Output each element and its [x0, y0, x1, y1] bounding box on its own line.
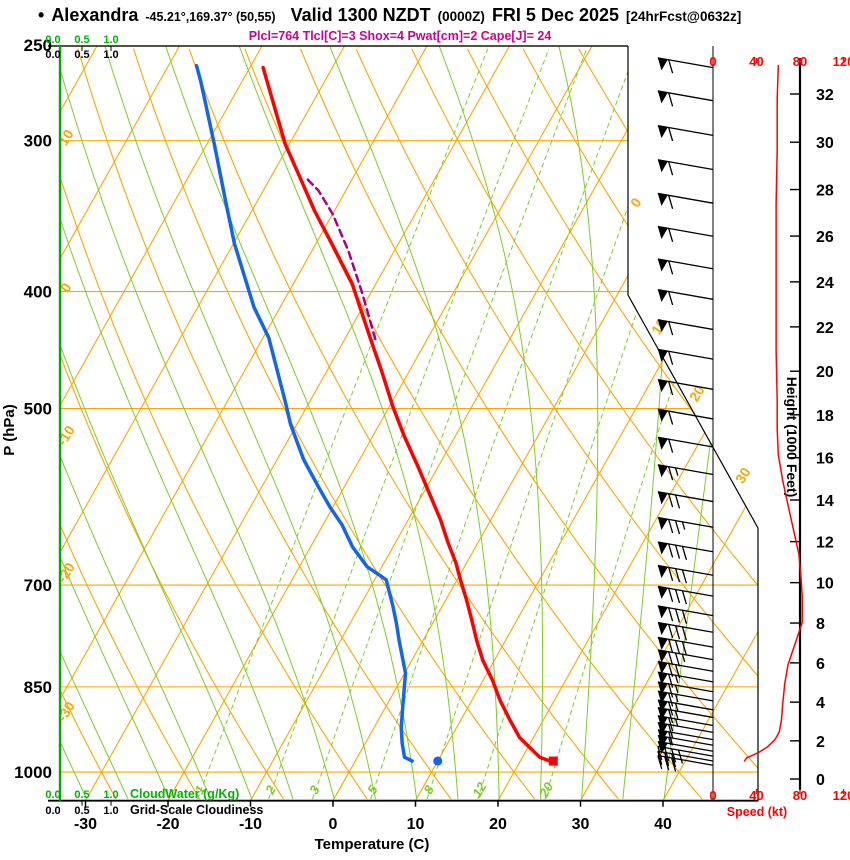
surface-points	[433, 756, 558, 766]
svg-text:0.5: 0.5	[74, 49, 89, 61]
svg-text:80: 80	[793, 788, 807, 803]
svg-text:P (hPa): P (hPa)	[1, 404, 18, 455]
station-name: Alexandra	[51, 5, 139, 25]
svg-text:12: 12	[816, 535, 834, 552]
svg-text:0: 0	[627, 195, 645, 210]
svg-text:32: 32	[816, 87, 834, 104]
svg-text:0.0: 0.0	[45, 789, 60, 801]
svg-text:Height (1000 Feet): Height (1000 Feet)	[784, 377, 800, 498]
svg-text:700: 700	[24, 576, 52, 595]
svg-text:26: 26	[816, 229, 834, 246]
valid-date: FRI 5 Dec 2025	[491, 5, 620, 25]
svg-text:10: 10	[55, 126, 77, 148]
svg-text:120: 120	[833, 54, 850, 69]
wind-barbs	[657, 57, 714, 772]
svg-text:0.0: 0.0	[45, 34, 60, 46]
svg-text:0.0: 0.0	[45, 805, 60, 817]
svg-text:12: 12	[469, 779, 490, 800]
svg-text:1.0: 1.0	[103, 49, 118, 61]
valid-time: Valid 1300 NZDT	[290, 5, 431, 25]
svg-text:3: 3	[306, 782, 323, 796]
grid-lines	[60, 46, 758, 801]
svg-text:30: 30	[572, 816, 590, 833]
wind-speed-profile	[743, 64, 803, 762]
svg-text:30: 30	[732, 464, 754, 486]
svg-text:8: 8	[816, 616, 825, 633]
forecast-run: [24hrFcst@0632z]	[626, 9, 742, 24]
svg-text:1000: 1000	[14, 763, 52, 782]
svg-text:Speed (kt): Speed (kt)	[727, 805, 787, 819]
svg-text:0.5: 0.5	[74, 805, 89, 817]
svg-text:10: 10	[648, 315, 670, 337]
svg-text:40: 40	[749, 788, 763, 803]
svg-text:500: 500	[24, 400, 52, 419]
svg-text:300: 300	[24, 132, 52, 151]
speed-axis: 0040408080120120Speed (kt)	[709, 54, 850, 819]
svg-text:0: 0	[816, 772, 825, 789]
svg-text:10: 10	[816, 576, 834, 593]
dewpoint-curve	[194, 63, 414, 763]
chart-title: • Alexandra -45.21°,169.37° (50,55) Vali…	[38, 5, 850, 26]
svg-text:40: 40	[654, 816, 672, 833]
svg-text:Temperature (C): Temperature (C)	[315, 836, 430, 853]
svg-text:CloudWater (g/Kg): CloudWater (g/Kg)	[130, 787, 239, 801]
svg-text:2: 2	[816, 734, 825, 751]
svg-text:0: 0	[329, 816, 338, 833]
svg-text:18: 18	[816, 408, 834, 425]
svg-text:20: 20	[816, 364, 834, 381]
svg-text:10: 10	[407, 816, 425, 833]
svg-text:Grid-Scale Cloudiness: Grid-Scale Cloudiness	[130, 803, 263, 817]
station-coords: -45.21°,169.37° (50,55)	[145, 10, 276, 24]
svg-text:400: 400	[24, 283, 52, 302]
svg-text:22: 22	[816, 320, 834, 337]
svg-text:850: 850	[24, 678, 52, 697]
svg-text:14: 14	[816, 493, 834, 510]
svg-text:250: 250	[24, 36, 52, 55]
svg-text:-30: -30	[74, 816, 97, 833]
svg-text:20: 20	[536, 779, 557, 801]
svg-text:-20: -20	[156, 816, 179, 833]
station-bullet: •	[38, 5, 45, 25]
svg-text:24: 24	[816, 275, 834, 292]
svg-text:0.0: 0.0	[45, 49, 60, 61]
svg-text:0: 0	[709, 788, 716, 803]
svg-text:4: 4	[816, 695, 825, 712]
surface-temperature-dot	[548, 756, 558, 766]
cloud-scales: 0.0 0.0 0.5 0.5 1.0 1.0 0.0 0.0 0.5 0.5 1.0 1.0 Clou…	[45, 34, 263, 817]
svg-text:1.0: 1.0	[103, 34, 118, 46]
svg-text:-20: -20	[54, 559, 78, 585]
svg-text:30: 30	[816, 135, 834, 152]
svg-text:8: 8	[420, 782, 437, 796]
temperature-curve	[261, 65, 555, 764]
svg-text:1.0: 1.0	[103, 789, 118, 801]
svg-text:120: 120	[833, 788, 850, 803]
sounding-curves	[303, 174, 377, 341]
svg-text:1.0: 1.0	[103, 805, 118, 817]
svg-text:16: 16	[816, 451, 834, 468]
svg-text:-10: -10	[239, 816, 262, 833]
svg-text:-10: -10	[54, 422, 78, 448]
zulu-time: (0000Z)	[437, 9, 485, 24]
svg-text:0.5: 0.5	[74, 789, 89, 801]
stability-indices: Plcl=764 Tlcl[C]=3 Shox=4 Pwat[cm]=2 Cap…	[248, 29, 552, 43]
surface-dewpoint-dot	[433, 756, 443, 766]
pressure-axis: 250 300 400 500 700 850 1000 P (hPa)	[1, 36, 52, 782]
svg-text:2: 2	[262, 782, 279, 797]
svg-text:20: 20	[489, 816, 507, 833]
svg-text:0.5: 0.5	[74, 34, 89, 46]
plot-frame	[48, 45, 759, 802]
svg-text:6: 6	[816, 656, 825, 673]
svg-text:28: 28	[816, 183, 834, 200]
temperature-axis: -30 -20 -10 0 10 20 30 40 Temperature (C)	[74, 800, 672, 853]
